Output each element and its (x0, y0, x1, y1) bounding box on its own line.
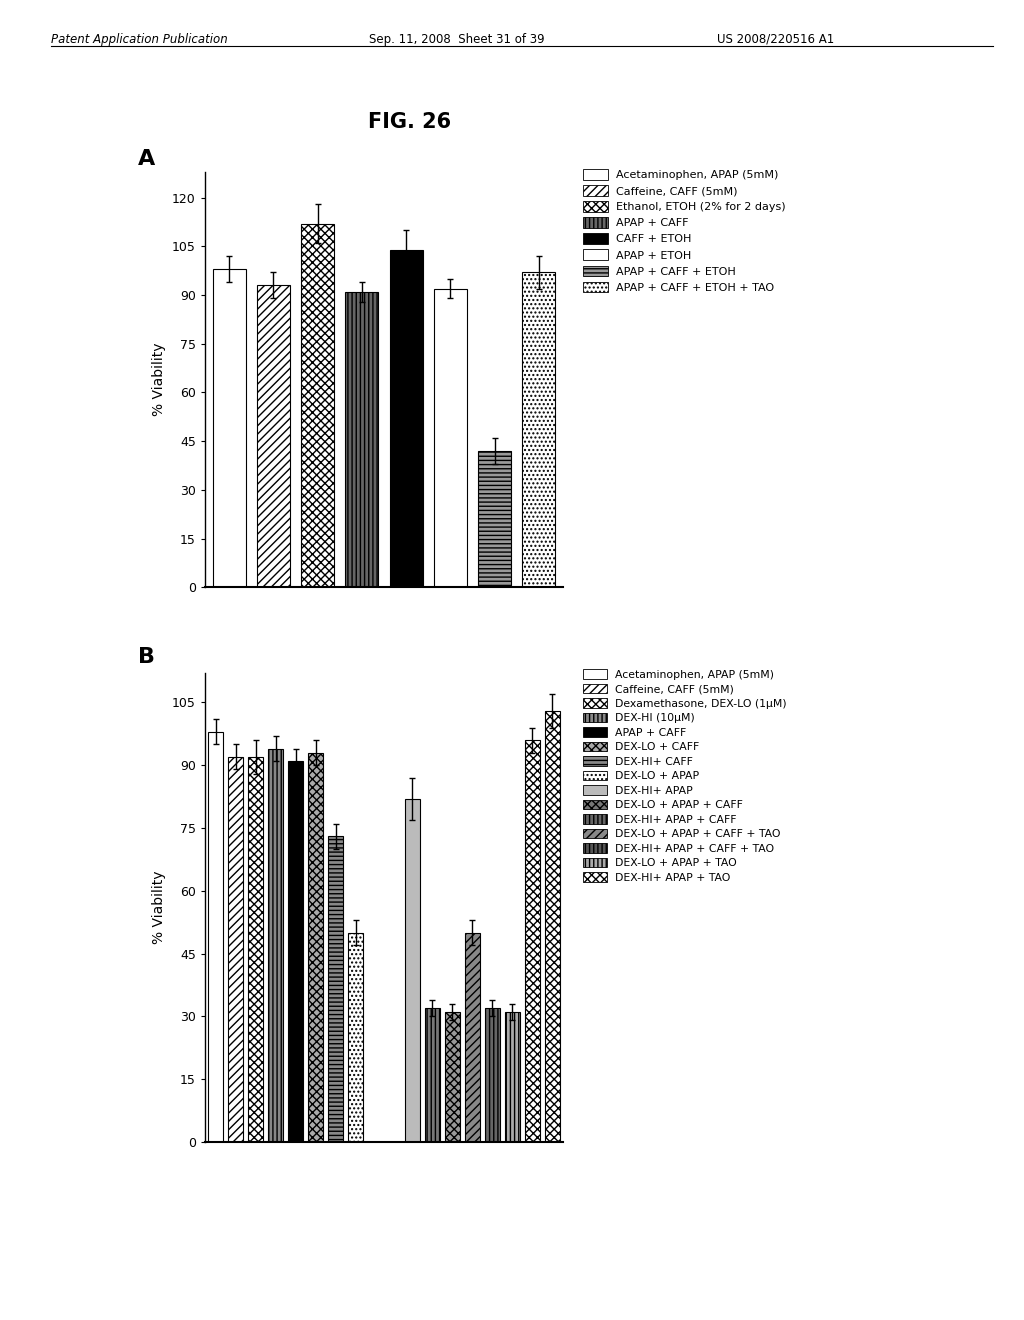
Bar (301, 223, 334, 587)
Text: B: B (138, 647, 156, 667)
Bar (425, 1008, 439, 1142)
Bar (404, 799, 420, 1142)
Text: Patent Application Publication: Patent Application Publication (51, 33, 228, 46)
Bar (208, 731, 223, 1142)
Y-axis label: % Viability: % Viability (153, 343, 166, 416)
Bar (329, 837, 343, 1142)
Y-axis label: % Viability: % Viability (153, 871, 166, 944)
Bar (444, 1012, 460, 1142)
Bar (484, 1008, 500, 1142)
Legend: Acetaminophen, APAP (5mM), Caffeine, CAFF (5mM), Ethanol, ETOH (2% for 2 days), : Acetaminophen, APAP (5mM), Caffeine, CAF… (583, 169, 786, 293)
Legend: Acetaminophen, APAP (5mM), Caffeine, CAFF (5mM), Dexamethasone, DEX-LO (1μM), DE: Acetaminophen, APAP (5mM), Caffeine, CAF… (583, 669, 787, 883)
Bar (465, 933, 479, 1142)
Bar (213, 269, 246, 587)
Bar (348, 933, 364, 1142)
Bar (434, 289, 467, 587)
Bar (545, 711, 560, 1142)
Bar (522, 272, 555, 587)
Bar (478, 451, 511, 587)
Bar (249, 756, 263, 1142)
Bar (257, 285, 290, 587)
Bar (389, 249, 423, 587)
Text: Sep. 11, 2008  Sheet 31 of 39: Sep. 11, 2008 Sheet 31 of 39 (369, 33, 545, 46)
Bar (268, 748, 284, 1142)
Text: US 2008/220516 A1: US 2008/220516 A1 (717, 33, 835, 46)
Bar (524, 741, 540, 1142)
Bar (289, 762, 303, 1142)
Text: FIG. 26: FIG. 26 (368, 112, 452, 132)
Bar (505, 1012, 519, 1142)
Bar (228, 756, 244, 1142)
Bar (308, 752, 324, 1142)
Bar (345, 292, 379, 587)
Text: A: A (138, 149, 156, 169)
